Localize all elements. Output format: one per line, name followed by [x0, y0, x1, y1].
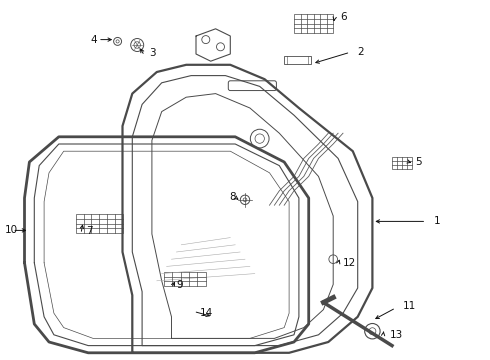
Circle shape	[329, 255, 338, 264]
FancyBboxPatch shape	[228, 81, 276, 91]
Circle shape	[240, 195, 250, 204]
Text: 8: 8	[229, 192, 236, 202]
Text: 1: 1	[434, 216, 441, 226]
Text: 13: 13	[390, 330, 403, 340]
Text: 11: 11	[403, 301, 416, 311]
Circle shape	[243, 198, 247, 202]
Text: 12: 12	[343, 258, 356, 268]
Text: 4: 4	[91, 35, 98, 45]
Text: 14: 14	[200, 308, 213, 318]
Circle shape	[369, 328, 376, 335]
Text: 5: 5	[416, 157, 422, 167]
Circle shape	[250, 129, 269, 148]
Text: 7: 7	[86, 226, 93, 237]
Circle shape	[202, 36, 210, 44]
Circle shape	[131, 39, 144, 51]
Bar	[294, 14, 333, 33]
Circle shape	[116, 40, 119, 43]
Circle shape	[217, 43, 224, 51]
Text: 6: 6	[341, 12, 347, 22]
Text: 3: 3	[149, 48, 156, 58]
Bar	[284, 56, 311, 64]
Text: 10: 10	[5, 225, 18, 235]
Text: 9: 9	[176, 280, 183, 291]
Circle shape	[114, 37, 122, 45]
Bar	[392, 157, 412, 169]
Circle shape	[255, 134, 265, 143]
Text: 2: 2	[358, 47, 365, 57]
Circle shape	[365, 324, 380, 339]
Bar	[164, 272, 206, 286]
Circle shape	[134, 42, 141, 48]
Bar	[76, 214, 122, 233]
